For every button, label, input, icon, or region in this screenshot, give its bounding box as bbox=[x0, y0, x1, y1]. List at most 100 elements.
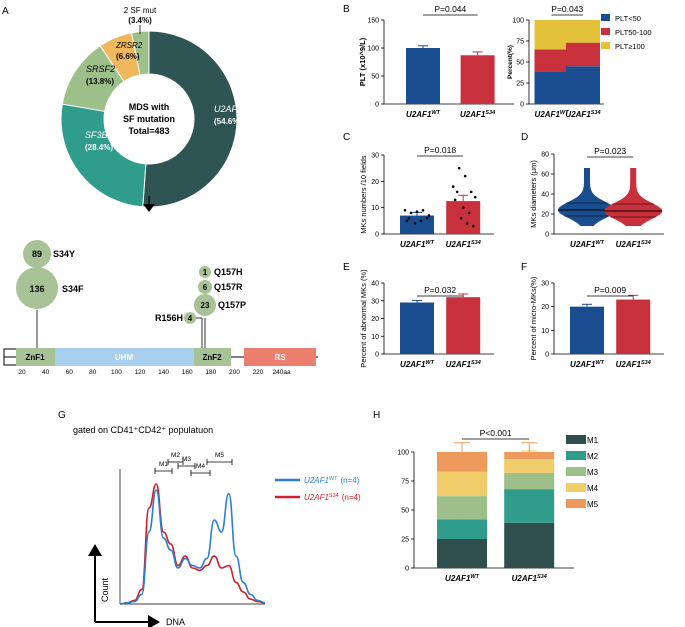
x-tick-label: U2AF1WT bbox=[535, 110, 570, 119]
mut-count-q157p: 23 bbox=[201, 301, 210, 310]
mut-label-r156h: R156H bbox=[155, 313, 183, 323]
mut-count-r156h: 4 bbox=[188, 314, 193, 323]
mut-circle-q157h bbox=[199, 266, 211, 278]
bar-0 bbox=[400, 302, 434, 354]
x-tick-label: U2AF1WT bbox=[570, 360, 605, 369]
protein-tick-label: 160 bbox=[182, 369, 193, 376]
x-tick-label: U2AF1S34 bbox=[565, 110, 600, 119]
p-value-label: P=0.032 bbox=[424, 285, 456, 295]
y-tick-label: 10 bbox=[541, 328, 549, 335]
domain-znf1 bbox=[16, 348, 55, 366]
y-tick-label: 75 bbox=[516, 39, 524, 46]
domain-label-rs: RS bbox=[274, 353, 286, 362]
bar-0 bbox=[406, 48, 440, 104]
dna-arrow-head-icon bbox=[148, 615, 160, 627]
legend-h-label-m3: M3 bbox=[587, 468, 599, 477]
mut-circle-s34y bbox=[23, 240, 51, 268]
stack-segment bbox=[504, 458, 555, 473]
legend-b-swatch-3 bbox=[601, 42, 610, 49]
y-axis-label: Percent of micro-MKs(%) bbox=[529, 276, 538, 360]
data-point bbox=[469, 190, 473, 194]
gate-label: M5 bbox=[215, 452, 224, 459]
data-point bbox=[473, 195, 477, 199]
protein-tick-label: 20 bbox=[18, 369, 26, 376]
data-point bbox=[465, 222, 469, 225]
data-point bbox=[459, 216, 463, 220]
mut-label-q157r: Q157R bbox=[214, 282, 243, 292]
protein-ticks: 20 40 60 80 100 120 140 160 180 200 220 240aa bbox=[18, 369, 291, 376]
bar-1 bbox=[446, 297, 481, 354]
protein-tick-label: 40 bbox=[42, 369, 50, 376]
mut-circle-q157p bbox=[194, 294, 216, 316]
x-tick-label: U2AF1S34 bbox=[446, 360, 481, 369]
panel-label-h: H bbox=[373, 410, 380, 421]
chart-b1: 0 50 100 150 PLT (x10^9/L) U2AF1WT U2AF1S34 P=0… bbox=[358, 4, 514, 119]
mut-circle-s34f bbox=[16, 267, 58, 309]
data-point bbox=[405, 219, 409, 223]
y-axis-label: PLT (x10^9/L) bbox=[358, 37, 367, 86]
y-tick-label: 50 bbox=[516, 60, 524, 67]
y-tick-label: 10 bbox=[371, 205, 379, 212]
domain-znf2 bbox=[194, 348, 231, 366]
data-point bbox=[425, 216, 429, 220]
y-axis-label: MKs numbers /10 fields bbox=[359, 155, 368, 234]
seg-pct-srsf2: (13.8%) bbox=[86, 77, 114, 86]
x-tick-label: U2AF1S34 bbox=[460, 110, 495, 119]
stack-segment bbox=[437, 471, 487, 497]
g-title: gated on CD41⁺CD42⁺ populatuon bbox=[73, 425, 213, 435]
mut-count-s34f: 136 bbox=[29, 284, 44, 294]
x-tick-label: U2AF1WT bbox=[445, 574, 480, 583]
mut-count-q157r: 6 bbox=[203, 283, 208, 292]
legend-g: U2AF1WT (n=4) U2AF1S34 (n=4) bbox=[275, 476, 361, 502]
legend-h-swatch-m1 bbox=[566, 435, 586, 444]
data-point bbox=[403, 209, 407, 212]
legend-h-swatch-m4 bbox=[566, 483, 586, 492]
mut-label-s34y: S34Y bbox=[53, 249, 75, 259]
y-tick-label: 0 bbox=[520, 102, 524, 109]
panel-label-b: B bbox=[343, 4, 350, 15]
donut-chart bbox=[60, 30, 238, 208]
y-tick-label: 30 bbox=[371, 298, 379, 305]
protein-tick-label: 200 bbox=[229, 369, 240, 376]
gate-label: M3 bbox=[182, 456, 191, 463]
data-point bbox=[457, 166, 461, 170]
p-value-label: P<0.001 bbox=[480, 428, 512, 438]
protein-tick-label: 180 bbox=[205, 369, 216, 376]
mut-circle-q157r bbox=[198, 280, 212, 294]
mut-label-s34f: S34F bbox=[62, 284, 84, 294]
data-point bbox=[455, 190, 459, 194]
y-tick-label: 20 bbox=[371, 316, 379, 323]
p-value-label: P=0.044 bbox=[434, 4, 466, 14]
y-tick-label: 30 bbox=[541, 281, 549, 288]
y-tick-label: 40 bbox=[541, 192, 549, 199]
stack-segment bbox=[437, 519, 487, 539]
y-tick-label: 0 bbox=[375, 352, 379, 359]
stack-segment bbox=[504, 472, 555, 490]
x-tick-label: U2AF1S34 bbox=[616, 240, 651, 249]
x-axis-label: DNA bbox=[166, 617, 185, 627]
panel-label-e: E bbox=[343, 262, 350, 273]
data-point bbox=[409, 211, 413, 215]
stack-segment bbox=[504, 522, 555, 568]
violin-0 bbox=[558, 168, 616, 226]
seg-pct-zrsr2: (6.6%) bbox=[116, 52, 140, 61]
donut-center-line2: SF mutation bbox=[123, 114, 175, 124]
bar-0 bbox=[570, 306, 604, 354]
legend-h-swatch-m3 bbox=[566, 467, 586, 476]
data-point bbox=[461, 206, 465, 209]
seg-label-u2af1: U2AF1 bbox=[214, 104, 242, 114]
y-tick-label: 60 bbox=[541, 172, 549, 179]
y-tick-label: 20 bbox=[371, 179, 379, 186]
gate-label: M2 bbox=[171, 452, 180, 459]
protein-tick-label: 140 bbox=[158, 369, 169, 376]
p-value-label: P=0.009 bbox=[594, 285, 626, 295]
y-tick-label: 0 bbox=[405, 566, 409, 573]
seg-label-zrsr2: ZRSR2 bbox=[115, 41, 143, 50]
data-point bbox=[471, 224, 475, 228]
y-axis-label: Percent(%) bbox=[507, 45, 514, 79]
domain-label-znf1: ZnF1 bbox=[25, 353, 45, 362]
